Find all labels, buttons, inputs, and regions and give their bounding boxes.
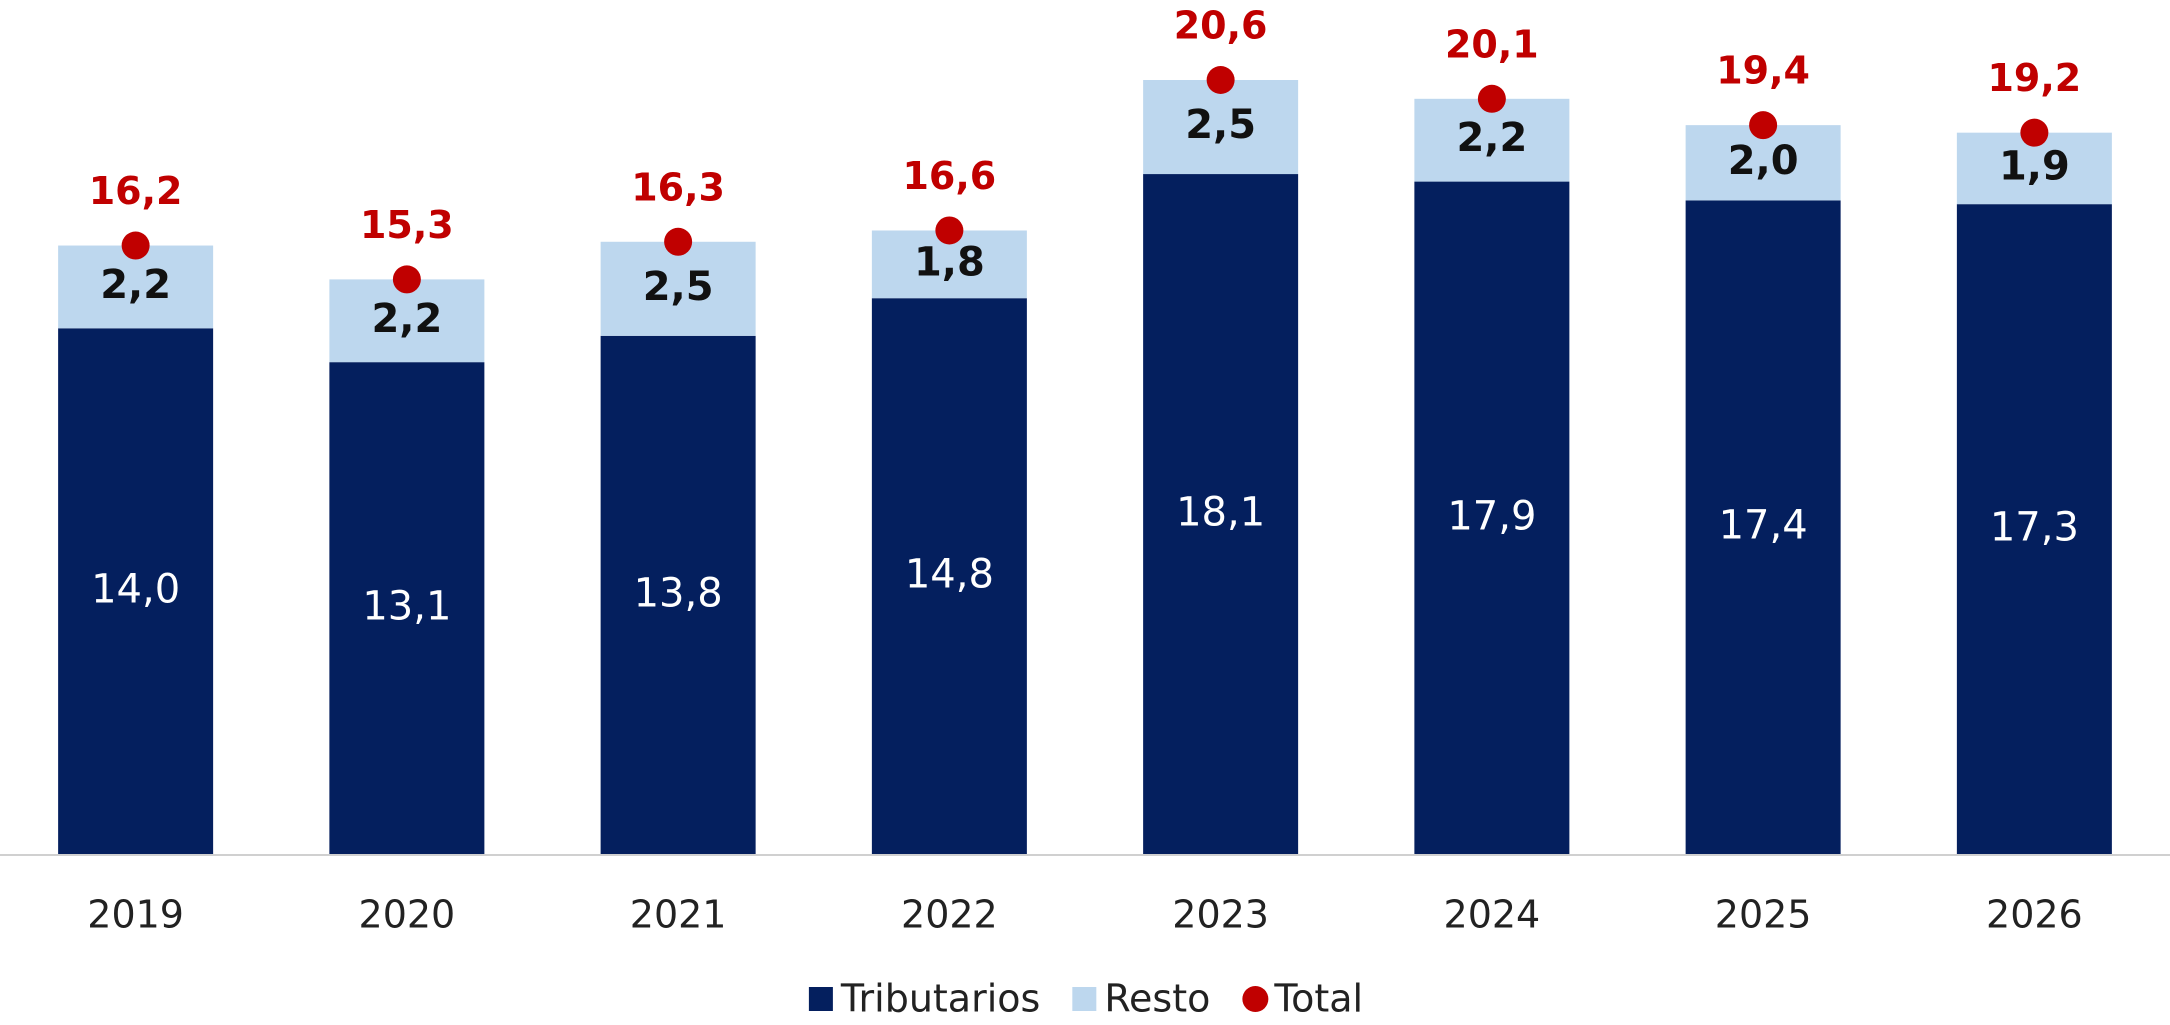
bar-segment <box>1414 181 1570 856</box>
data-label: 18,1 <box>1176 490 1265 536</box>
bar-segment <box>329 362 485 855</box>
x-tick-label: 2019 <box>87 893 184 937</box>
data-label: 2,0 <box>1728 138 1799 184</box>
bar-segment <box>600 241 756 336</box>
data-label: 14,8 <box>905 552 994 598</box>
total-dot <box>1477 84 1506 113</box>
total-label: 19,2 <box>1987 56 2081 100</box>
legend-marker <box>808 987 833 1011</box>
total-label: 20,1 <box>1445 22 1539 66</box>
bar-segment <box>58 328 214 855</box>
x-tick-label: 2023 <box>1172 893 1269 937</box>
total-label: 16,2 <box>89 169 183 213</box>
total-label: 20,6 <box>1174 4 1268 48</box>
bar-segment <box>1685 200 1841 855</box>
x-tick-label: 2021 <box>630 893 727 937</box>
legend-label: Total <box>1273 977 1363 1021</box>
total-label: 16,6 <box>902 154 996 198</box>
data-label: 1,9 <box>1999 143 2070 189</box>
total-dot <box>1749 111 1778 140</box>
data-label: 2,2 <box>371 296 442 342</box>
data-label: 2,2 <box>100 262 171 308</box>
legend-marker <box>1072 987 1097 1011</box>
total-label: 16,3 <box>631 165 725 209</box>
bar-segment <box>1143 174 1299 855</box>
data-label: 14,0 <box>91 567 180 613</box>
x-tick-label: 2025 <box>1715 893 1812 937</box>
data-label: 13,8 <box>634 570 723 616</box>
legend-label: Tributarios <box>840 977 1040 1021</box>
data-label: 17,4 <box>1719 503 1808 549</box>
total-dot <box>664 227 693 256</box>
total-label: 19,4 <box>1716 49 1810 93</box>
legend-label: Resto <box>1104 977 1210 1021</box>
data-label: 2,2 <box>1456 115 1527 161</box>
legend-marker <box>1242 986 1269 1012</box>
data-label: 17,3 <box>1990 505 2079 551</box>
data-label: 1,8 <box>914 239 985 285</box>
x-tick-label: 2022 <box>901 893 998 937</box>
total-dot <box>121 231 150 260</box>
bar-segment <box>1143 80 1299 175</box>
x-tick-label: 2020 <box>359 893 456 937</box>
data-label: 17,9 <box>1447 493 1536 539</box>
x-tick-label: 2026 <box>1986 893 2083 937</box>
total-dot <box>1206 66 1235 94</box>
total-dot <box>935 216 964 245</box>
data-label: 2,5 <box>1185 102 1256 148</box>
total-label: 15,3 <box>360 203 454 247</box>
data-label: 13,1 <box>362 584 451 630</box>
bar-segment <box>1956 204 2112 855</box>
bar-segment <box>600 335 756 855</box>
data-label: 2,5 <box>643 264 714 310</box>
total-dot <box>2020 118 2049 147</box>
total-dot <box>392 265 421 294</box>
x-tick-label: 2024 <box>1444 893 1541 937</box>
bar-segment <box>871 298 1027 856</box>
